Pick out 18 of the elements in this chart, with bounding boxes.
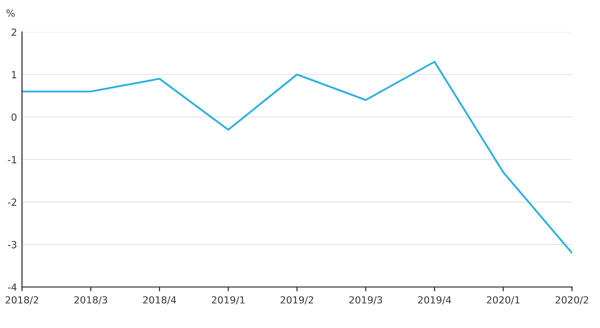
x-tick-label: 2018/2	[6, 296, 38, 304]
x-tick-label: 2019/3	[349, 296, 382, 304]
x-tick-label: 2019/2	[280, 296, 314, 304]
y-tick-label: -3	[8, 240, 16, 248]
line-series	[22, 60, 572, 254]
y-tick-label: 0	[12, 113, 16, 121]
y-tick-label: 2	[12, 28, 16, 36]
x-tick-label: 2020/2	[556, 296, 588, 304]
x-tick-label: 2020/1	[486, 296, 520, 304]
x-tick-label: 2018/4	[143, 296, 176, 304]
x-tick-label: 2019/1	[212, 296, 244, 304]
y-axis-title: %	[6, 9, 15, 17]
y-tick-label: -1	[8, 156, 16, 164]
y-tick-label: -4	[8, 284, 17, 291]
y-tick-label: 1	[12, 71, 16, 78]
x-tick-label: 2018/3	[74, 296, 108, 304]
x-tick-label: 2019/4	[418, 296, 452, 304]
y-tick-label: -2	[8, 198, 16, 206]
